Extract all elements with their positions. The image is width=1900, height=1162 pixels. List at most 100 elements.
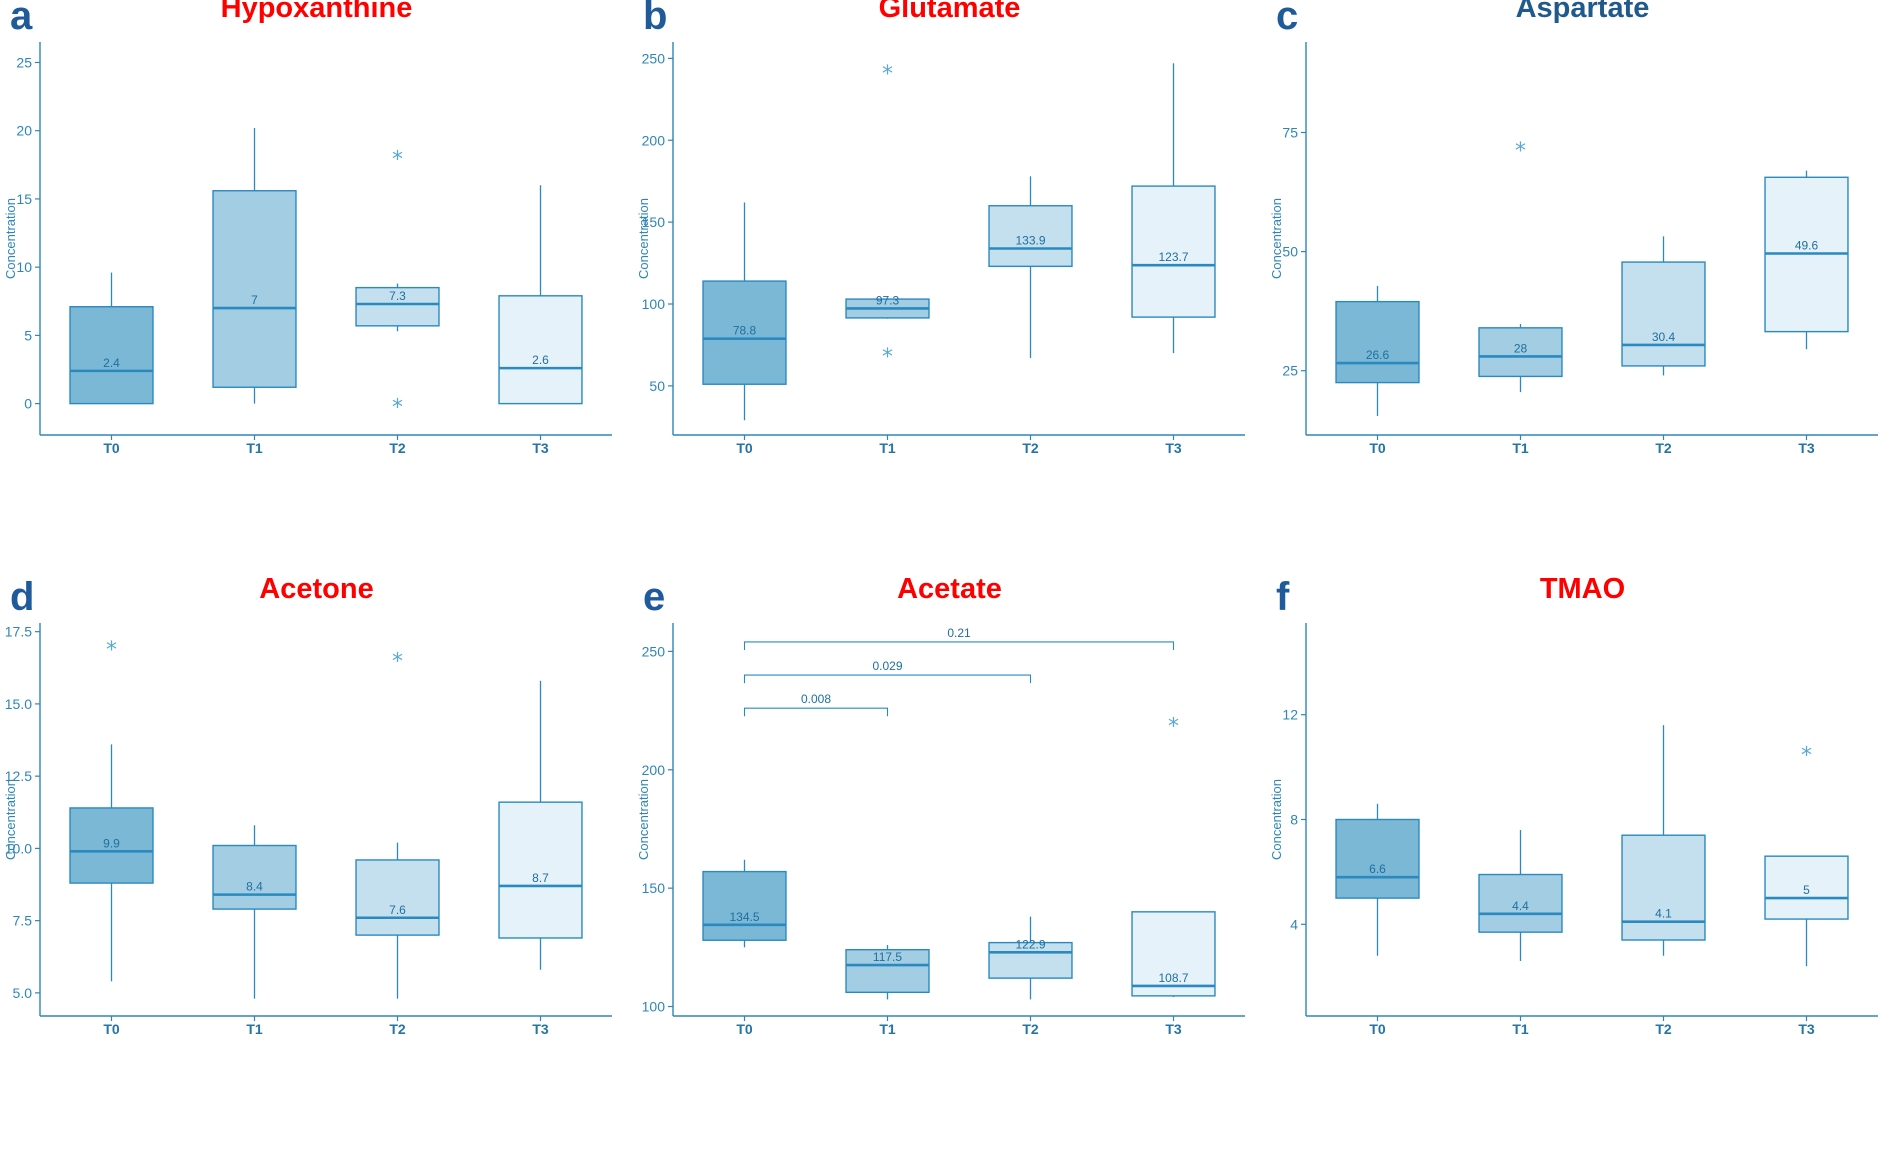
panel-acetone: d Acetone Concentration 5.0 7.5 10.0 12.5 15.… [0,573,633,1162]
median-label: 6.6 [1369,862,1386,876]
x-tick-label: T0 [1369,1021,1386,1037]
panel-glutamate: b Glutamate Concentration 50 100 150 200 250 T… [633,0,1266,581]
box-rect [1335,818,1420,899]
y-tick-label: 75 [1282,125,1298,141]
median-label: 5 [1803,883,1810,897]
bracket-line [743,641,1175,650]
x-tick-label: T0 [103,440,120,456]
y-tick-label: 5.0 [13,985,33,1001]
median-label: 7.3 [389,289,406,303]
box-rect [69,306,154,405]
x-tick-label: T0 [736,1021,753,1037]
y-tick-label: 50 [1282,244,1298,260]
y-tick-label: 25 [1282,363,1298,379]
box-T3: 108.7 * [1131,714,1216,998]
y-axis-label: Concentration [3,198,18,279]
box-rect [845,949,930,994]
panel-letter: f [1276,575,1290,619]
median-label: 28 [1514,341,1528,355]
x-tick-label: T0 [736,440,753,456]
y-tick-label: 200 [642,762,666,778]
outlier-point: * [1801,743,1812,768]
box-T2: 30.4 [1621,236,1706,376]
box-T1: 97.3 * * [845,62,930,370]
x-tick-label: T0 [1369,440,1386,456]
box-T3: 8.7 [498,680,583,970]
box-rect [988,941,1073,979]
x-tick-label: T3 [532,440,549,456]
box-rect [355,859,440,936]
boxplot-glutamate: Concentration 50 100 150 200 250 T0 T1 T2 T3 78.8 9… [636,42,1245,456]
x-tick-label: T1 [879,440,896,456]
box-T0: 9.9 * [69,638,154,982]
box-rect [1478,873,1563,933]
x-tick-label: T2 [1022,440,1039,456]
outlier-point: * [392,147,403,172]
box-rect [1764,855,1849,920]
y-axis-label: Concentration [1269,198,1284,279]
x-tick-label: T0 [103,1021,120,1037]
box-rect [1478,327,1563,378]
y-axis-label: Concentration [1269,779,1284,860]
outlier-point: * [392,650,403,675]
box-rect [988,205,1073,268]
outlier-point: * [882,62,893,87]
panel-title: Aspartate [1515,0,1650,24]
y-tick-label: 150 [642,880,666,896]
box-T0: 2.4 [69,272,154,405]
median-label: 4.4 [1512,899,1529,913]
box-rect [1131,911,1216,997]
median-label: 117.5 [873,950,902,964]
outlier-point: * [392,396,403,421]
panel-tmao: f TMAO Concentration 4 8 12 T0 T1 T2 T3 6.6 4.4 4.… [1266,573,1899,1162]
box-rect [498,295,583,405]
median-label: 8.4 [246,880,263,894]
bracket-p-value: 0.008 [801,692,831,706]
y-tick-label: 4 [1290,916,1298,932]
x-tick-label: T1 [879,1021,896,1037]
y-tick-label: 10 [16,259,32,275]
box-rect [1335,300,1420,384]
outlier-point: * [882,345,893,370]
y-tick-label: 50 [649,378,665,394]
median-label: 7 [251,293,258,307]
box-rect [702,280,787,385]
y-axis-label: Concentration [636,779,651,860]
x-tick-label: T2 [389,1021,406,1037]
panel-aspartate: c Aspartate Concentration 25 50 75 T0 T1 T2 T3 2… [1266,0,1899,581]
median-label: 49.6 [1795,239,1819,253]
box-rect [1621,834,1706,941]
y-axis-label: Concentration [3,779,18,860]
box-rect [498,801,583,939]
x-tick-label: T2 [1022,1021,1039,1037]
y-tick-label: 100 [642,999,666,1015]
y-tick-label: 250 [642,643,666,659]
y-tick-label: 17.5 [5,624,32,640]
bracket-line [743,707,889,717]
significance-bracket: 0.029 [743,659,1032,684]
box-T3: 2.6 [498,185,583,405]
panel-letter: e [643,575,666,619]
panel-hypoxanthine: a Hypoxanthine Concentration 0 5 10 15 20 25 T0… [0,0,633,581]
bracket-p-value: 0.029 [872,659,902,673]
median-label: 30.4 [1652,330,1676,344]
panel-letter: c [1276,0,1299,38]
box-T1: 8.4 [212,825,297,999]
y-tick-label: 12 [1282,707,1298,723]
median-label: 9.9 [103,836,120,850]
boxplot-acetate: Concentration 100 150 200 250 T0 T1 T2 T3 134.5 11… [636,623,1245,1037]
median-label: 134.5 [729,910,759,924]
box-rect [212,844,297,910]
outlier-point: * [106,638,117,663]
box-T1: 7 [212,127,297,404]
median-label: 26.6 [1366,348,1390,362]
median-label: 97.3 [876,293,900,307]
panel-title: Hypoxanthine [220,0,413,24]
median-label: 108.7 [1158,971,1188,985]
panel-acetate: e Acetate Concentration 100 150 200 250 T0 T1 T… [633,573,1266,1162]
box-rect [212,190,297,388]
box-rect [355,286,440,327]
y-tick-label: 100 [642,296,666,312]
x-tick-label: T1 [1512,440,1529,456]
